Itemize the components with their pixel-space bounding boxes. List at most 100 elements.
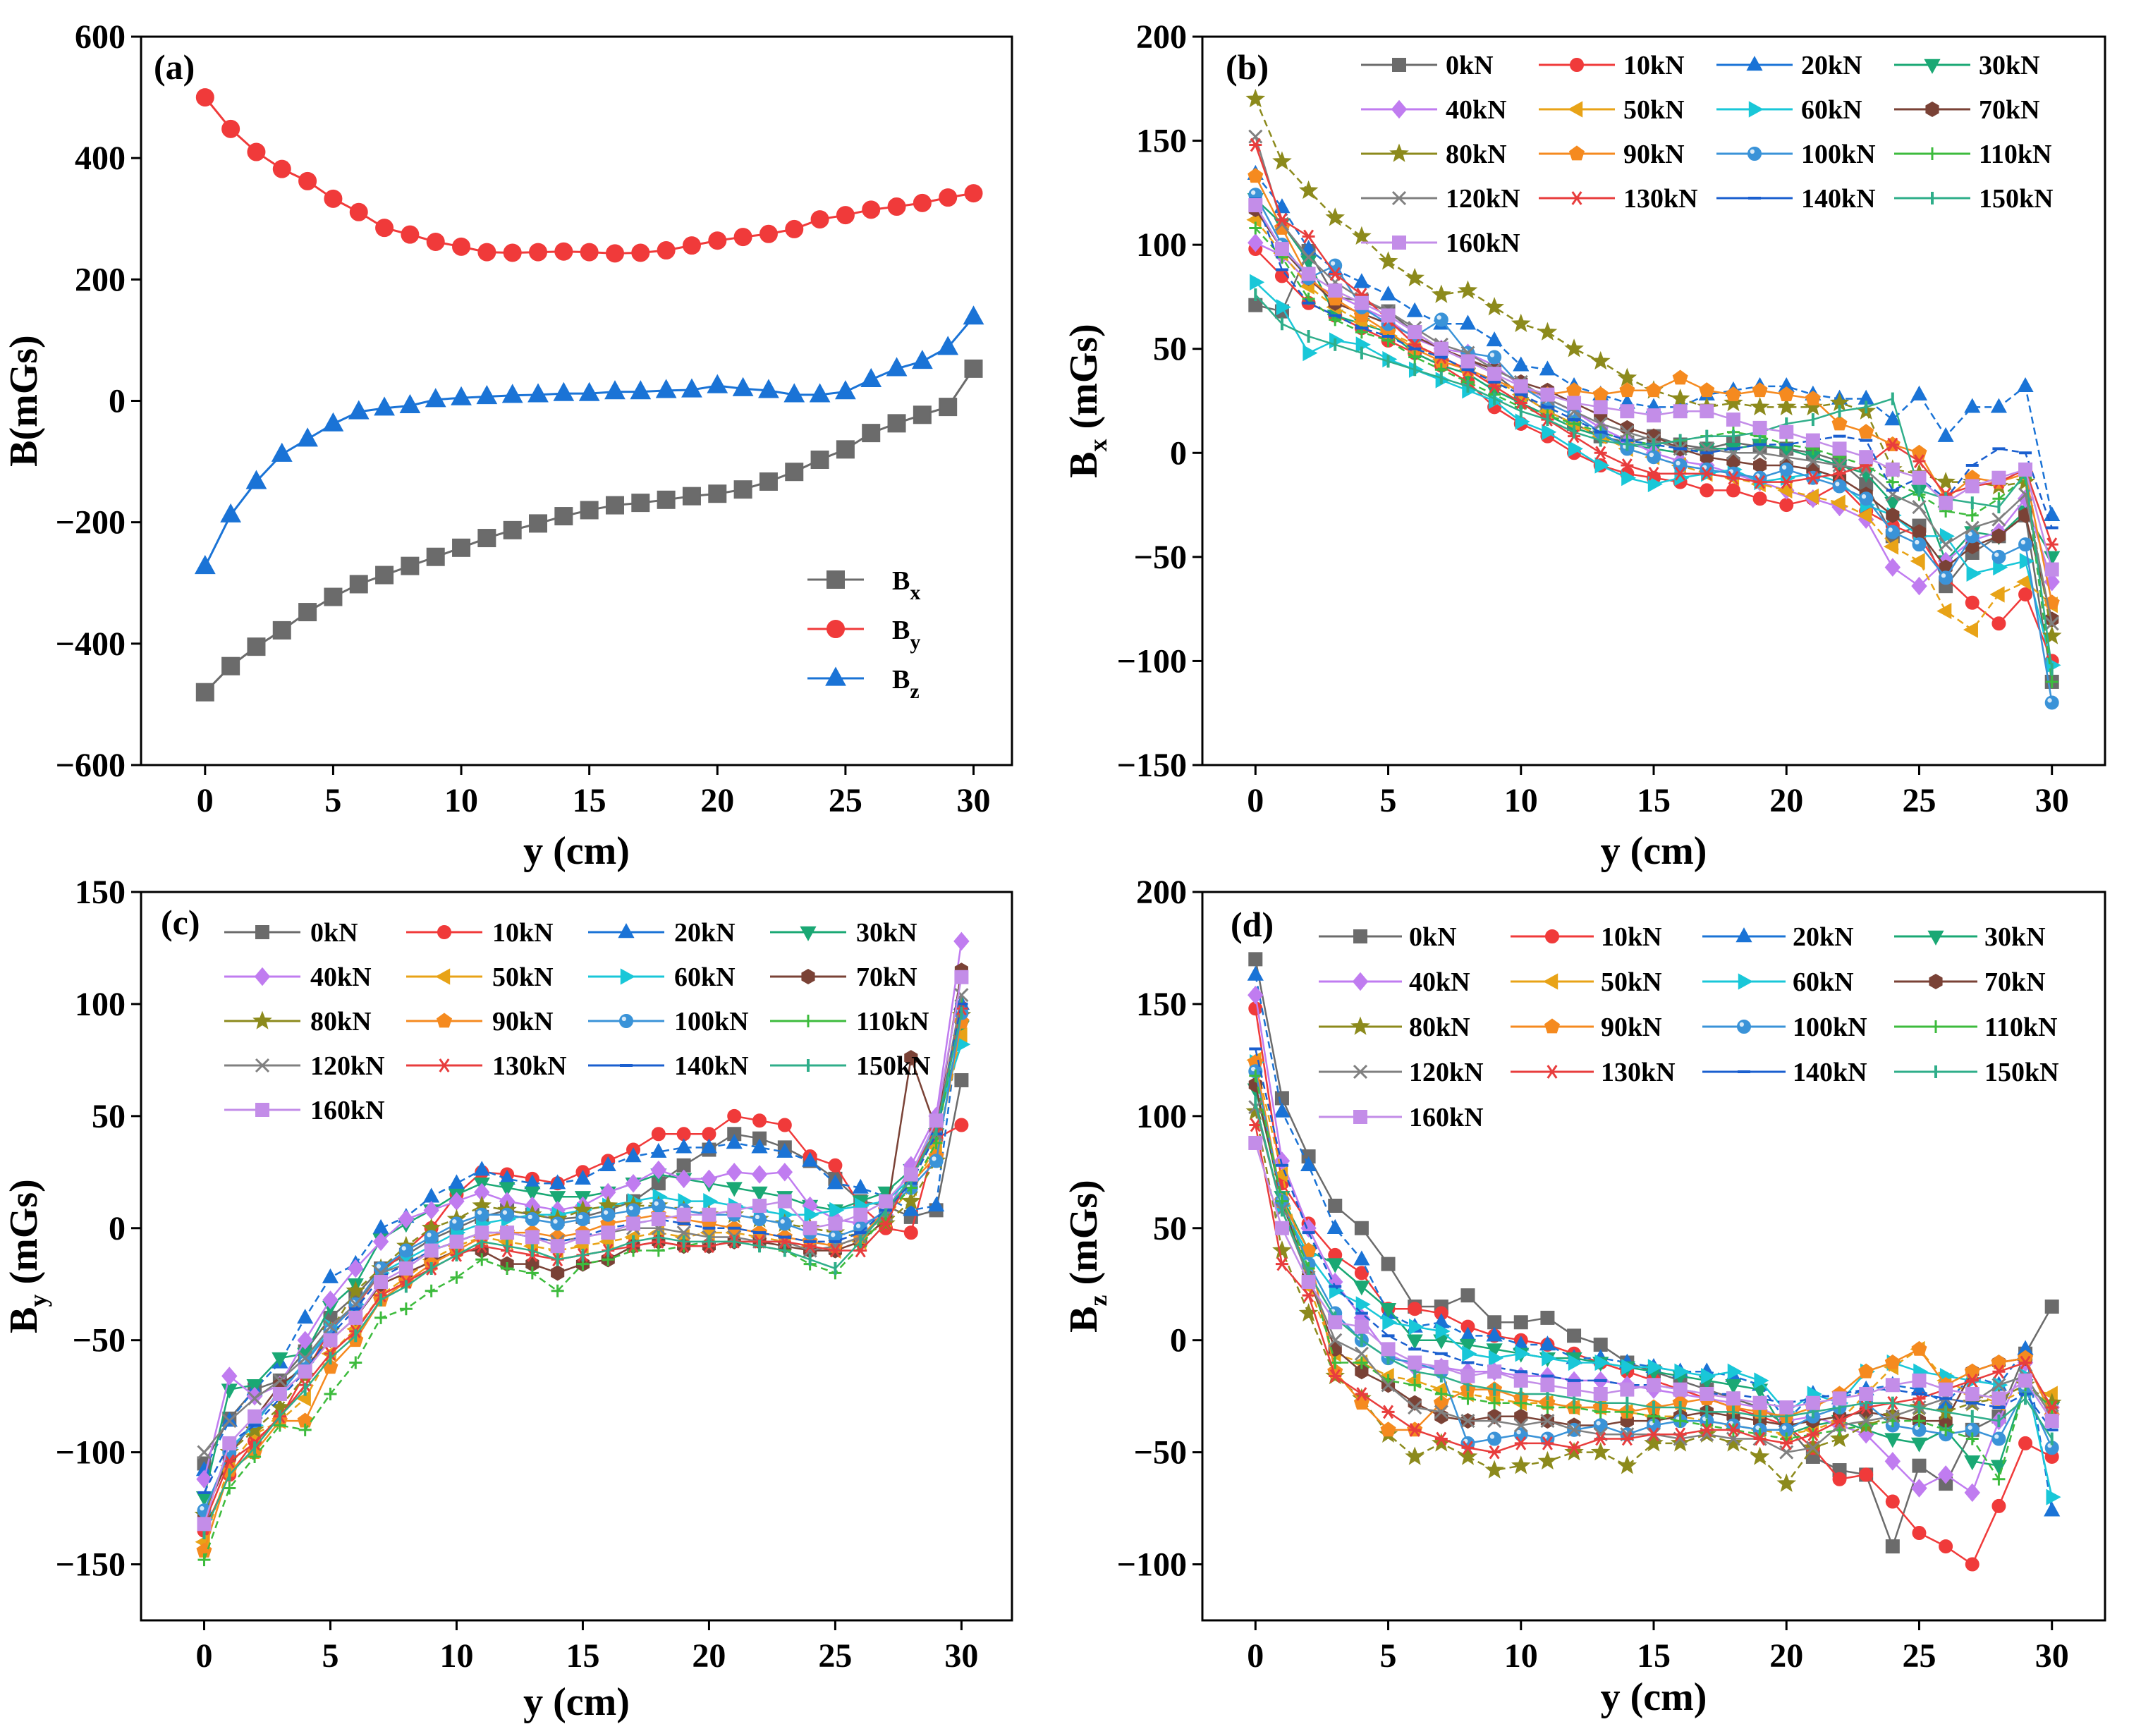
data-point [1780,475,1793,489]
data-point [1647,1378,1661,1393]
y-tick-label: 200 [75,261,126,298]
data-point [1965,479,1979,494]
data-point [401,225,420,244]
legend-label: 90kN [1601,1013,1662,1042]
data-point [477,529,496,548]
data-point [1353,273,1370,288]
legend-label: 10kN [1601,922,1662,952]
data-point [1487,1364,1502,1379]
data-point [1724,392,1743,412]
data-point [1617,367,1637,386]
data-point [886,357,908,377]
data-point-highlight [1915,1425,1920,1430]
series-line [204,368,975,693]
data-point [298,1364,312,1379]
data-point [1832,1391,1847,1406]
data-point [1647,1427,1660,1442]
data-point [1965,508,1979,522]
data-point [1460,354,1475,369]
data-point [1884,558,1901,577]
y-tick-label: 50 [1153,331,1187,368]
data-point [1380,1422,1396,1437]
data-point [1885,1409,1900,1424]
data-point [348,400,370,420]
data-point [2042,625,2062,644]
data-point [752,1212,767,1227]
data-point [1564,1442,1584,1461]
data-point [2045,675,2058,688]
series-line [203,1013,963,1534]
y-tick-label: 0 [109,383,126,420]
x-tick-label: 25 [829,782,862,819]
data-point [549,1191,566,1206]
y-tick-label: −100 [56,1434,126,1472]
data-point [1753,475,1767,489]
data-point [804,1206,819,1223]
legend-label: 130kN [1623,184,1698,214]
legend-label: 160kN [1446,228,1520,258]
data-point [551,1265,565,1281]
data-point [195,88,214,107]
data-point [1592,386,1609,402]
data-point [657,241,676,260]
data-point [1752,1395,1767,1410]
data-point [1486,1326,1503,1342]
data-point [1965,1557,1979,1572]
data-point [954,970,969,984]
legend-marker [1746,56,1763,71]
data-point [1700,1422,1714,1437]
x-tick-label: 5 [1380,782,1397,819]
data-point [1725,1379,1742,1395]
data-point [1459,314,1477,330]
y-tick-label: 100 [1136,1098,1187,1135]
data-point [297,1331,313,1350]
data-point [1566,1422,1582,1437]
data-point [1542,1350,1557,1367]
data-point-highlight [1861,494,1867,499]
data-point [1590,1442,1611,1461]
data-point [1964,398,1981,413]
data-point [1886,437,1899,452]
data-point [1514,1436,1527,1450]
data-point [346,1280,366,1300]
data-point [426,547,445,566]
data-point [1381,308,1396,323]
legend-label: 50kN [1623,95,1685,125]
data-point [1832,479,1847,494]
data-point [1511,313,1531,333]
data-point [220,503,242,522]
data-point [1539,1335,1556,1351]
data-point-highlight [1649,1421,1654,1426]
data-point [1939,570,1953,585]
legend-marker [826,620,845,638]
data-point [550,1216,565,1231]
data-point [625,1173,642,1193]
data-point-highlight [1994,552,1999,557]
data-point [1484,1460,1504,1479]
data-point [451,386,472,405]
data-point [1884,496,1901,512]
data-point [1487,367,1502,381]
legend-label: 110kN [1984,1013,2057,1042]
legend-label: 130kN [492,1051,567,1081]
series-160kN [197,970,969,1532]
data-point [1594,446,1607,460]
legend-label: 110kN [856,1007,929,1037]
data-point [903,1225,918,1240]
data-point [1991,616,2006,631]
data-point [1910,1437,1928,1453]
data-point [1726,1422,1740,1437]
legend-label: 60kN [1793,967,1854,997]
data-point [1990,398,2008,413]
data-point [1964,1363,1980,1379]
data-point [525,1212,539,1227]
data-point [580,501,599,520]
data-point [1513,379,1528,393]
data-point [651,1212,666,1227]
data-point-highlight [1915,539,1920,545]
data-point [1991,470,2006,485]
legend-marker [826,570,845,589]
series-0kN [197,1072,969,1471]
x-tick-label: 5 [324,782,341,819]
data-point [1568,1354,1583,1371]
